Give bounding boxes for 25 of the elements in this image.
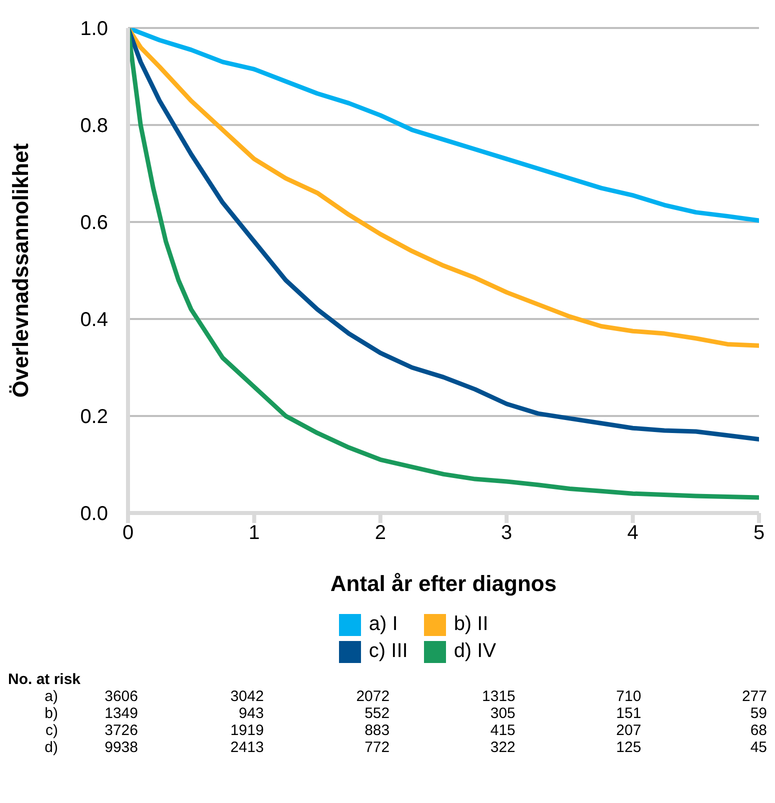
legend-label: c) III — [368, 640, 408, 663]
text: c) 3726 1919 883 415 207 68 — [46, 722, 767, 739]
text: d) 9938 2413 772 322 125 45 — [44, 739, 767, 756]
y-tick-label: 0.2 — [80, 406, 108, 428]
y-tick-label: 1.0 — [80, 18, 108, 40]
x-tick-label: 3 — [501, 522, 512, 544]
legend-label: b) II — [454, 613, 488, 636]
legend-label: d) IV — [454, 640, 496, 663]
line-series — [128, 28, 759, 223]
y-tick-label: 0.0 — [80, 503, 108, 526]
line-series — [128, 28, 759, 348]
x-tick-label: 5 — [753, 522, 765, 544]
x-tick-label: 2 — [374, 522, 386, 544]
x-axis-title: Antal år efter diagnos — [330, 571, 557, 596]
text: a) 3606 3042 2072 1315 710 277 — [44, 688, 767, 705]
y-axis-title: Överlevnadssannolikhet — [8, 142, 33, 398]
x-tick-label: 1 — [248, 522, 260, 544]
x-tick-label: 4 — [627, 522, 638, 544]
legend-label: a) I — [368, 613, 398, 636]
y-tick-label: 0.8 — [80, 115, 108, 138]
x-tick-label: 0 — [122, 522, 134, 544]
y-tick-label: 0.4 — [80, 309, 108, 332]
y-tick-label: 0.6 — [80, 212, 108, 234]
text: No. at risk — [8, 671, 82, 688]
text: b) 1349 943 552 305 151 59 — [44, 705, 767, 722]
